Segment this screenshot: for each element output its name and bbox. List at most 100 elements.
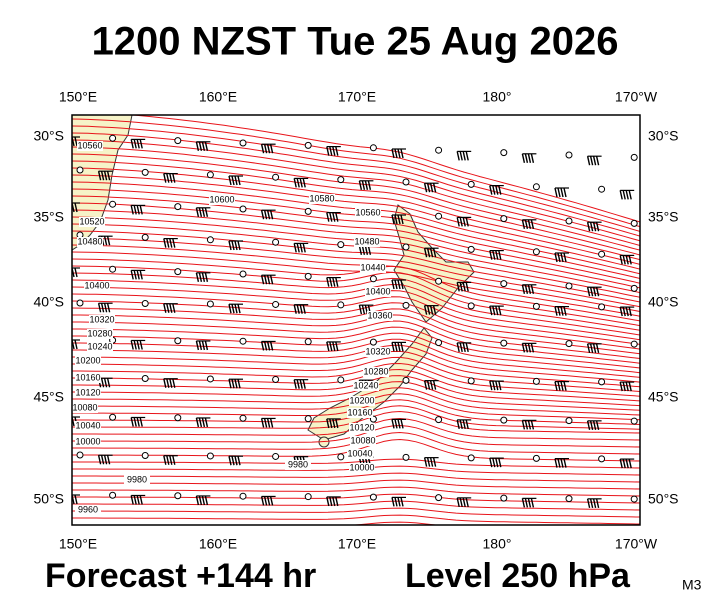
station	[435, 339, 443, 347]
barb-feather	[163, 303, 167, 313]
contour-line	[72, 153, 640, 251]
barb-feather	[619, 190, 623, 200]
station	[109, 265, 117, 273]
barb-feather	[492, 380, 496, 391]
lon-label-top: 160°E	[199, 89, 237, 105]
barb-feather	[595, 222, 600, 232]
barb-feather	[391, 148, 395, 159]
contour-label: 10240	[353, 380, 378, 390]
barb-feather	[302, 243, 306, 253]
contour-label: 10240	[87, 341, 112, 351]
contour-label-box	[87, 329, 113, 339]
barb-feather	[74, 267, 78, 278]
barb-feather	[554, 252, 558, 263]
barb-feather	[432, 457, 437, 467]
barb-feather	[234, 456, 238, 466]
barb-feather	[622, 458, 626, 469]
barb-feather	[426, 380, 431, 390]
station	[76, 166, 84, 174]
barb-feather	[260, 341, 265, 351]
contour-label-box	[84, 281, 110, 291]
station	[174, 268, 182, 276]
station	[402, 301, 410, 309]
barb-feather	[139, 205, 143, 215]
barb-feather	[69, 137, 71, 146]
barb-feather	[335, 341, 339, 352]
barb-feather	[204, 495, 209, 506]
station	[500, 494, 508, 502]
barb-feather	[589, 222, 594, 232]
contour-label-box	[349, 463, 375, 473]
station	[467, 180, 475, 188]
barb-feather	[586, 287, 591, 297]
station	[565, 282, 573, 290]
barb-feather	[426, 183, 431, 193]
barb-feather	[228, 456, 232, 466]
barb-feather	[429, 183, 434, 193]
barb-feather	[527, 219, 532, 229]
barb-feather	[266, 341, 271, 351]
barb-feather	[228, 240, 232, 251]
station	[109, 413, 117, 421]
station	[337, 453, 345, 461]
barb-feather	[622, 306, 626, 317]
contour-label: 10600	[209, 194, 234, 204]
station	[206, 171, 214, 179]
barb-feather	[432, 305, 437, 315]
barb-feather	[74, 202, 78, 213]
barb-feather	[426, 457, 431, 467]
barb-feather	[228, 379, 232, 389]
contour-label-box	[360, 263, 386, 273]
station	[369, 493, 377, 501]
barb-feather	[69, 340, 71, 349]
barb-feather	[530, 343, 535, 353]
contour-line	[72, 286, 640, 341]
barb-feather	[367, 180, 372, 190]
barb-feather	[130, 205, 134, 215]
barb-feather	[524, 498, 529, 508]
barb-feather	[269, 275, 274, 285]
barb-feather	[231, 379, 235, 389]
barb-feather	[260, 275, 265, 285]
barb-feather	[198, 495, 203, 506]
barb-feather	[231, 456, 235, 466]
barb-feather	[423, 380, 428, 390]
barb-feather	[563, 252, 567, 263]
station	[76, 299, 84, 307]
barb-feather	[560, 252, 564, 263]
contour-label-box	[354, 237, 380, 247]
barb-feather	[296, 243, 300, 253]
barb-feather	[625, 255, 629, 265]
station	[109, 200, 117, 208]
station	[598, 303, 606, 311]
contour-line	[72, 132, 640, 237]
barb-feather	[489, 250, 493, 260]
barb-feather	[592, 156, 597, 166]
barb-feather	[269, 210, 274, 220]
barb-feather	[595, 420, 600, 430]
barb-feather	[266, 275, 271, 285]
station	[304, 207, 312, 215]
barb-feather	[293, 178, 297, 188]
barb-feather	[299, 178, 303, 188]
barb-feather	[332, 277, 336, 287]
barb-feather	[201, 141, 206, 151]
contour-line	[72, 332, 640, 374]
barb-feather	[332, 212, 336, 222]
contour-line	[72, 486, 640, 497]
contour-label: 10040	[347, 448, 372, 458]
barb-feather	[139, 340, 143, 350]
barb-feather	[231, 175, 235, 186]
contour-label-box	[209, 195, 235, 205]
barb-feather	[74, 494, 78, 505]
barb-feather	[557, 381, 561, 391]
barb-feather	[195, 272, 200, 282]
contour-line	[72, 293, 640, 345]
contour-label-box	[75, 437, 101, 447]
station	[500, 339, 508, 347]
barb-feather	[554, 306, 558, 316]
barb-feather	[530, 284, 535, 294]
station	[435, 494, 443, 502]
contour-line	[72, 350, 640, 388]
